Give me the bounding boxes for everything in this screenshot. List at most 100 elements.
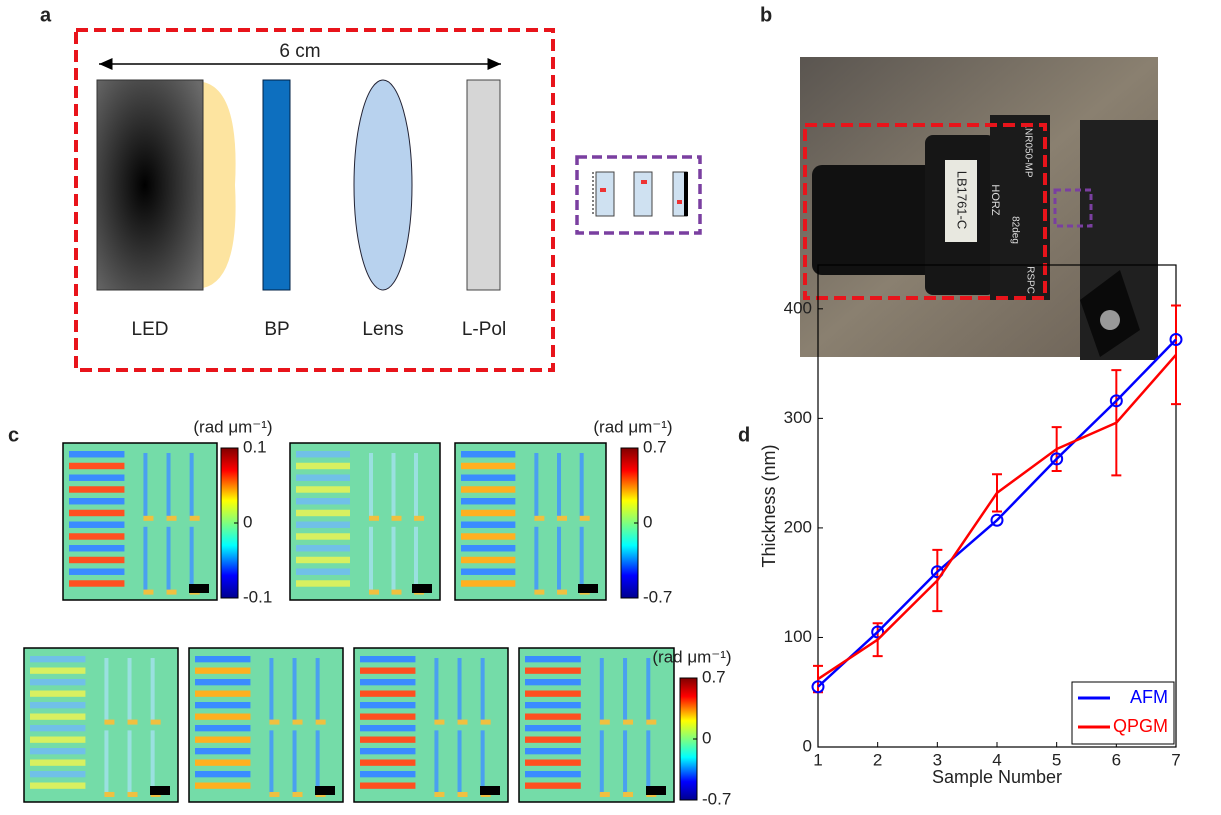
map-bar: [128, 658, 132, 723]
panel-label: d: [738, 424, 750, 446]
map-stripe: [360, 760, 415, 766]
legend-label: AFM: [1130, 687, 1168, 707]
x-tick-label: 2: [873, 750, 882, 769]
phase-map: [455, 443, 606, 600]
photo-label: RSPC: [1024, 266, 1035, 294]
map-stripe: [461, 475, 515, 481]
colorbar-tick-label: 0: [702, 728, 711, 747]
map-bar: [369, 527, 373, 593]
map-bar: [557, 527, 561, 593]
map-stripe: [296, 463, 350, 469]
photo-label: 82deg: [1009, 216, 1020, 244]
map-bar: [458, 792, 468, 797]
led: [97, 80, 203, 290]
map-bar: [458, 658, 462, 723]
map-stripe: [461, 522, 515, 528]
map-bar: [481, 658, 485, 723]
map-stripe: [195, 656, 250, 662]
polarizer: [467, 80, 500, 290]
map-stripe: [69, 498, 124, 504]
x-tick-label: 7: [1171, 750, 1180, 769]
bandpass: [263, 80, 290, 290]
map-stripe: [525, 725, 581, 731]
y-tick-label: 0: [803, 736, 812, 755]
y-tick-label: 100: [784, 627, 812, 646]
colorbar-tick-label: 0.1: [243, 437, 267, 456]
panel-label: b: [760, 4, 772, 26]
photo: [800, 57, 1158, 360]
scale-bar: [646, 786, 666, 795]
map-stripe: [296, 557, 350, 563]
map-bar: [646, 658, 650, 723]
colorbar-unit: (rad μm⁻¹): [593, 417, 672, 436]
photo-label: LNR050-MP: [1022, 122, 1033, 177]
map-bar: [600, 720, 610, 725]
scale-label: 6 cm: [279, 41, 320, 62]
map-bar: [190, 453, 194, 519]
map-bar: [414, 516, 424, 521]
map-stripe: [525, 668, 581, 674]
phase-map: [354, 648, 508, 802]
map-bar: [434, 658, 438, 723]
legend-label: QPGM: [1113, 716, 1168, 736]
map-stripe: [360, 691, 415, 697]
map-stripe: [461, 510, 515, 516]
map-bar: [434, 792, 444, 797]
colorbar-tick-label: 0: [643, 512, 652, 531]
map-bar: [534, 590, 544, 595]
map-stripe: [30, 679, 85, 685]
x-axis-label: Sample Number: [932, 767, 1062, 787]
sensor-elements: [593, 172, 688, 216]
map-stripe: [360, 702, 415, 708]
map-bar: [392, 516, 402, 521]
map-stripe: [195, 714, 250, 720]
map-bar: [623, 720, 633, 725]
map-bar: [557, 590, 567, 595]
map-stripe: [296, 486, 350, 492]
component-label: LED: [132, 319, 169, 340]
phase-map: [519, 648, 674, 802]
map-stripe: [461, 498, 515, 504]
map-bar: [316, 658, 320, 723]
map-bar: [458, 720, 468, 725]
map-stripe: [360, 668, 415, 674]
map-bar: [143, 453, 147, 519]
map-bar: [646, 730, 650, 795]
map-stripe: [296, 569, 350, 575]
map-stripe: [360, 656, 415, 662]
y-tick-label: 400: [784, 298, 812, 317]
map-stripe: [195, 737, 250, 743]
map-bar: [167, 516, 177, 521]
map-stripe: [360, 771, 415, 777]
map-bar: [104, 730, 108, 795]
map-stripe: [296, 533, 350, 539]
map-stripe: [30, 691, 85, 697]
map-stripe: [461, 580, 515, 586]
map-stripe: [296, 510, 350, 516]
map-stripe: [69, 545, 124, 551]
map-bar: [151, 720, 161, 725]
map-bar: [557, 453, 561, 519]
map-stripe: [525, 760, 581, 766]
map-stripe: [30, 748, 85, 754]
colorbar-tick-label: 0.7: [643, 437, 667, 456]
map-bar: [481, 730, 485, 795]
map-stripe: [69, 475, 124, 481]
map-bar: [151, 730, 155, 795]
panel-label: a: [40, 4, 52, 26]
map-bar: [392, 590, 402, 595]
map-bar: [269, 792, 279, 797]
map-stripe: [360, 783, 415, 789]
map-stripe: [30, 702, 85, 708]
map-bar: [434, 720, 444, 725]
map-bar: [128, 720, 138, 725]
map-bar: [293, 720, 303, 725]
map-stripe: [69, 569, 124, 575]
map-stripe: [360, 748, 415, 754]
map-bar: [534, 516, 544, 521]
map-stripe: [30, 656, 85, 662]
map-bar: [414, 527, 418, 593]
scale-bar: [189, 584, 209, 593]
map-bar: [293, 730, 297, 795]
map-stripe: [461, 451, 515, 457]
